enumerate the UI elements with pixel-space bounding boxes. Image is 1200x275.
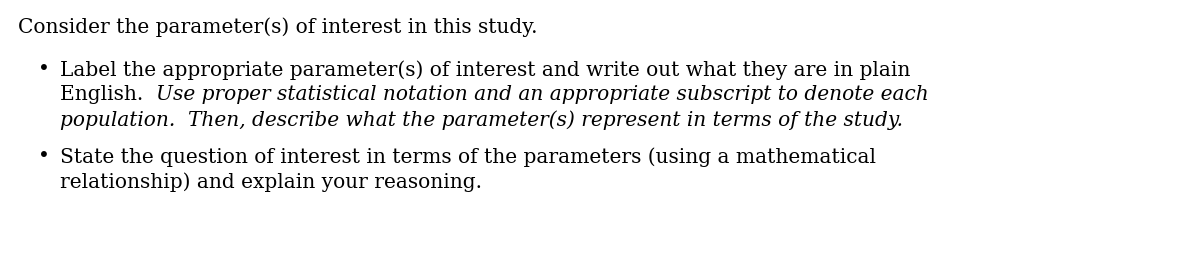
Text: •: • [38,60,50,79]
Text: Label the appropriate parameter(s) of interest and write out what they are in pl: Label the appropriate parameter(s) of in… [60,60,911,80]
Text: State the question of interest in terms of the parameters (using a mathematical: State the question of interest in terms … [60,147,876,167]
Text: Use proper statistical notation and an appropriate subscript to denote each: Use proper statistical notation and an a… [156,85,929,104]
Text: •: • [38,147,50,166]
Text: Consider the parameter(s) of interest in this study.: Consider the parameter(s) of interest in… [18,17,538,37]
Text: population.  Then, describe what the parameter(s) represent in terms of the stud: population. Then, describe what the para… [60,110,904,130]
Text: relationship) and explain your reasoning.: relationship) and explain your reasoning… [60,172,482,192]
Text: English.: English. [60,85,156,104]
